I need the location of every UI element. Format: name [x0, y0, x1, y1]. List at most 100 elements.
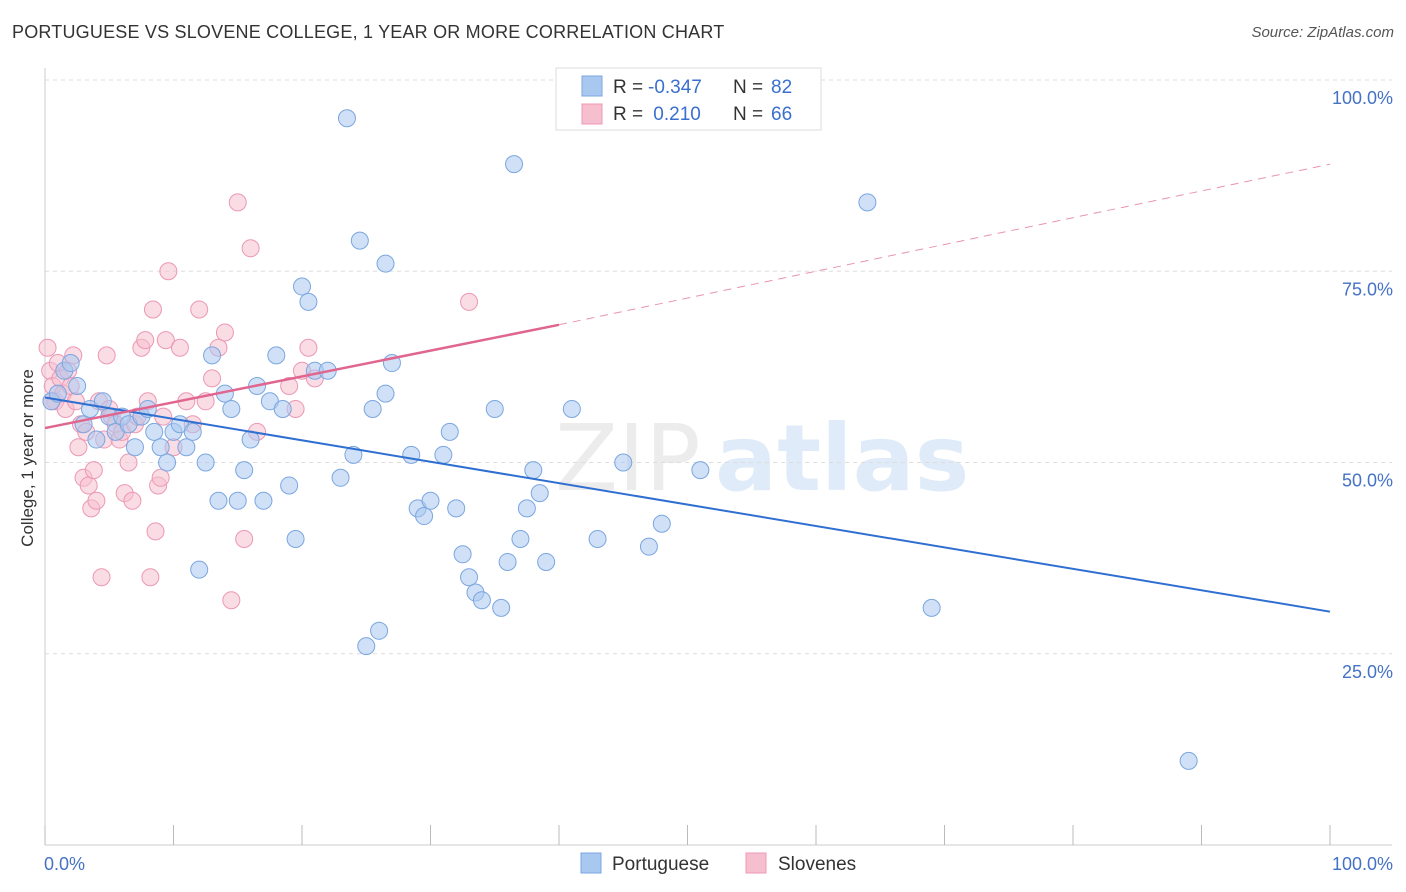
portuguese-point: [228, 491, 247, 510]
legend-n-value-2: 66: [771, 104, 792, 125]
legend-portuguese-swatch: [581, 75, 603, 97]
x-tick-label-0: 0.0%: [44, 854, 85, 874]
portuguese-point: [691, 461, 710, 480]
portuguese-point: [363, 399, 382, 418]
x-tick-labels: 0.0% 100.0%: [44, 854, 1393, 874]
legend-r-value-1: -0.347: [648, 77, 702, 98]
watermark-atlas: atlas: [715, 405, 969, 512]
bottom-legend-slovenes-swatch: [745, 852, 767, 874]
portuguese-point: [858, 193, 877, 212]
portuguese-point: [293, 277, 311, 296]
slovenes-point: [87, 491, 106, 510]
slovenes-point: [460, 292, 479, 311]
slovenes-point: [136, 331, 155, 350]
y-tick-labels: 100.0% 75.0% 50.0% 25.0%: [1332, 88, 1393, 682]
slovenes-point: [215, 323, 234, 342]
slovenes-point: [156, 331, 175, 350]
slovenes-point: [222, 591, 241, 610]
slovenes-point: [143, 300, 162, 319]
legend-r-label-1: R =: [613, 77, 643, 98]
slovenes-point: [69, 438, 88, 457]
portuguese-point: [492, 598, 511, 617]
portuguese-point: [222, 399, 241, 418]
slovenes-point: [119, 453, 138, 472]
portuguese-point: [177, 438, 196, 457]
portuguese-point: [434, 445, 453, 464]
slovenes-point: [84, 461, 103, 480]
y-tick-label-50: 50.0%: [1342, 471, 1393, 491]
legend-n-value-1: 82: [771, 77, 792, 98]
portuguese-point: [87, 430, 106, 449]
portuguese-point: [537, 552, 556, 571]
portuguese-point: [61, 354, 80, 373]
portuguese-point: [498, 552, 517, 571]
series-legend: Portuguese Slovenes: [580, 852, 856, 875]
portuguese-point: [485, 399, 504, 418]
portuguese-point: [280, 476, 299, 495]
portuguese-point: [460, 568, 479, 587]
slovenes-point: [280, 377, 299, 395]
chart-title: PORTUGUESE VS SLOVENE COLLEGE, 1 YEAR OR…: [12, 22, 725, 42]
portuguese-point: [440, 422, 459, 441]
portuguese-point: [350, 231, 369, 250]
portuguese-point: [299, 292, 318, 311]
slovenes-point: [38, 338, 57, 357]
slovenes-point: [146, 522, 165, 541]
portuguese-point: [209, 491, 228, 510]
portuguese-point: [562, 399, 581, 418]
slovenes-point: [123, 491, 142, 510]
portuguese-point: [273, 399, 292, 418]
portuguese-point: [286, 530, 305, 548]
slovenes-point: [235, 530, 254, 548]
slovenes-trend-line: [44, 323, 560, 430]
portuguese-point: [530, 484, 549, 503]
axes: [44, 68, 1392, 846]
portuguese-point: [331, 468, 350, 487]
portuguese-point: [357, 637, 376, 656]
slovenes-point: [203, 369, 222, 388]
slovenes-point: [170, 338, 189, 357]
portuguese-point: [588, 530, 607, 548]
slovenes-point: [159, 262, 178, 281]
portuguese-point: [376, 254, 395, 273]
slovenes-trend-extension: [558, 163, 1331, 326]
portuguese-point: [652, 514, 671, 533]
portuguese-point: [68, 377, 87, 395]
portuguese-point: [447, 499, 466, 518]
legend-n-label-1: N =: [733, 77, 763, 98]
portuguese-point: [145, 422, 164, 441]
portuguese-point: [203, 346, 222, 365]
portuguese-point: [337, 109, 356, 128]
slovenes-point: [141, 568, 160, 587]
portuguese-point: [125, 438, 144, 457]
portuguese-point: [524, 461, 543, 480]
slovenes-point: [79, 476, 98, 495]
bottom-legend-portuguese-swatch: [580, 852, 602, 874]
portuguese-point: [614, 453, 633, 472]
bottom-legend-slovenes: Slovenes: [778, 854, 856, 875]
portuguese-point: [370, 621, 389, 640]
portuguese-point: [151, 438, 170, 457]
portuguese-point: [639, 537, 658, 556]
portuguese-point: [415, 507, 434, 526]
x-tick-label-100: 100.0%: [1332, 854, 1393, 874]
portuguese-point: [1179, 751, 1198, 770]
portuguese-point: [505, 155, 524, 174]
legend-n-label-2: N =: [733, 104, 763, 125]
slovenes-point: [190, 300, 209, 319]
slovenes-point: [241, 239, 260, 258]
x-axis-ticks: [44, 825, 1331, 845]
portuguese-point: [158, 453, 177, 472]
legend-r-label-2: R =: [613, 104, 643, 125]
gridlines: [45, 79, 1392, 655]
portuguese-point: [517, 499, 536, 518]
portuguese-point: [254, 491, 273, 510]
y-tick-label-75: 75.0%: [1342, 279, 1393, 299]
correlation-legend: R = -0.347 N = 82 R = 0.210 N = 66: [555, 67, 822, 131]
portuguese-point: [922, 598, 941, 617]
legend-r-value-2: 0.210: [648, 104, 701, 125]
slovenes-point: [299, 338, 318, 357]
slovenes-point: [151, 468, 170, 487]
portuguese-point: [196, 453, 215, 472]
